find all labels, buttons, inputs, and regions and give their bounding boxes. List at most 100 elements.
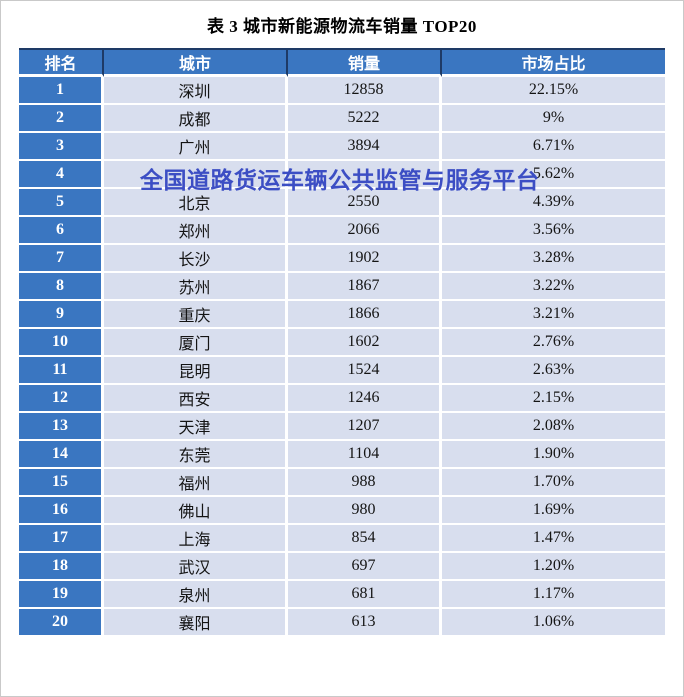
share-cell: 1.20% [442, 553, 665, 581]
share-cell: 3.21% [442, 301, 665, 329]
sales-cell: 613 [288, 609, 442, 637]
col-header-share: 市场占比 [442, 48, 665, 77]
table-body: 1 深圳 12858 22.15% 2 成都 5222 9% 3 广州 3894 6.71% 4 5.62… [19, 77, 665, 637]
rank-cell: 3 [19, 133, 104, 161]
city-cell: 武汉 [104, 553, 288, 581]
rank-cell: 20 [19, 609, 104, 637]
rank-cell: 16 [19, 497, 104, 525]
rank-cell: 1 [19, 77, 104, 105]
table-row: 3 广州 3894 6.71% [19, 133, 665, 161]
table-row: 2 成都 5222 9% [19, 105, 665, 133]
table-row: 16 佛山 980 1.69% [19, 497, 665, 525]
city-cell: 东莞 [104, 441, 288, 469]
share-cell: 22.15% [442, 77, 665, 105]
sales-cell: 12858 [288, 77, 442, 105]
rank-cell: 8 [19, 273, 104, 301]
share-cell: 3.28% [442, 245, 665, 273]
table-row: 11 昆明 1524 2.63% [19, 357, 665, 385]
sales-cell: 1207 [288, 413, 442, 441]
share-cell: 1.06% [442, 609, 665, 637]
city-cell: 上海 [104, 525, 288, 553]
city-cell: 福州 [104, 469, 288, 497]
sales-cell: 988 [288, 469, 442, 497]
sales-cell: 1246 [288, 385, 442, 413]
rank-cell: 11 [19, 357, 104, 385]
sales-cell: 1104 [288, 441, 442, 469]
share-cell: 5.62% [442, 161, 665, 189]
city-cell: 厦门 [104, 329, 288, 357]
city-cell: 襄阳 [104, 609, 288, 637]
table-row: 10 厦门 1602 2.76% [19, 329, 665, 357]
share-cell: 2.15% [442, 385, 665, 413]
sales-cell: 1524 [288, 357, 442, 385]
col-header-sales: 销量 [288, 48, 442, 77]
share-cell: 1.17% [442, 581, 665, 609]
header-row: 排名 城市 销量 市场占比 [19, 48, 665, 77]
city-cell: 北京 [104, 189, 288, 217]
rank-cell: 15 [19, 469, 104, 497]
city-cell: 重庆 [104, 301, 288, 329]
table-row: 8 苏州 1867 3.22% [19, 273, 665, 301]
table-row: 14 东莞 1104 1.90% [19, 441, 665, 469]
rank-cell: 5 [19, 189, 104, 217]
rank-cell: 18 [19, 553, 104, 581]
table-row: 6 郑州 2066 3.56% [19, 217, 665, 245]
sales-cell: 1866 [288, 301, 442, 329]
sales-cell: 681 [288, 581, 442, 609]
table-row: 20 襄阳 613 1.06% [19, 609, 665, 637]
sales-cell: 1902 [288, 245, 442, 273]
city-cell: 郑州 [104, 217, 288, 245]
rank-cell: 10 [19, 329, 104, 357]
table-row: 7 长沙 1902 3.28% [19, 245, 665, 273]
city-cell: 泉州 [104, 581, 288, 609]
sales-cell [288, 161, 442, 189]
share-cell: 1.90% [442, 441, 665, 469]
city-cell: 昆明 [104, 357, 288, 385]
table-row: 5 北京 2550 4.39% [19, 189, 665, 217]
share-cell: 3.22% [442, 273, 665, 301]
share-cell: 1.47% [442, 525, 665, 553]
city-cell: 广州 [104, 133, 288, 161]
city-cell: 深圳 [104, 77, 288, 105]
rank-cell: 19 [19, 581, 104, 609]
share-cell: 2.08% [442, 413, 665, 441]
share-cell: 1.69% [442, 497, 665, 525]
city-cell: 西安 [104, 385, 288, 413]
rank-cell: 6 [19, 217, 104, 245]
share-cell: 3.56% [442, 217, 665, 245]
table-row: 17 上海 854 1.47% [19, 525, 665, 553]
rank-cell: 9 [19, 301, 104, 329]
col-header-rank: 排名 [19, 48, 104, 77]
sales-cell: 2066 [288, 217, 442, 245]
sales-cell: 854 [288, 525, 442, 553]
share-cell: 1.70% [442, 469, 665, 497]
sales-cell: 2550 [288, 189, 442, 217]
share-cell: 2.76% [442, 329, 665, 357]
rank-cell: 4 [19, 161, 104, 189]
share-cell: 2.63% [442, 357, 665, 385]
city-cell [104, 161, 288, 189]
rank-cell: 14 [19, 441, 104, 469]
rank-cell: 2 [19, 105, 104, 133]
sales-cell: 1602 [288, 329, 442, 357]
city-cell: 天津 [104, 413, 288, 441]
table-row: 15 福州 988 1.70% [19, 469, 665, 497]
table-row: 9 重庆 1866 3.21% [19, 301, 665, 329]
rank-cell: 12 [19, 385, 104, 413]
rank-cell: 7 [19, 245, 104, 273]
sales-cell: 3894 [288, 133, 442, 161]
sales-cell: 697 [288, 553, 442, 581]
col-header-city: 城市 [104, 48, 288, 77]
sales-cell: 5222 [288, 105, 442, 133]
table-row: 19 泉州 681 1.17% [19, 581, 665, 609]
rank-cell: 13 [19, 413, 104, 441]
table-caption: 表 3 城市新能源物流车销量 TOP20 [207, 17, 477, 36]
city-cell: 佛山 [104, 497, 288, 525]
city-cell: 苏州 [104, 273, 288, 301]
table-row: 12 西安 1246 2.15% [19, 385, 665, 413]
table-row: 4 5.62% [19, 161, 665, 189]
share-cell: 9% [442, 105, 665, 133]
share-cell: 4.39% [442, 189, 665, 217]
table-row: 1 深圳 12858 22.15% [19, 77, 665, 105]
